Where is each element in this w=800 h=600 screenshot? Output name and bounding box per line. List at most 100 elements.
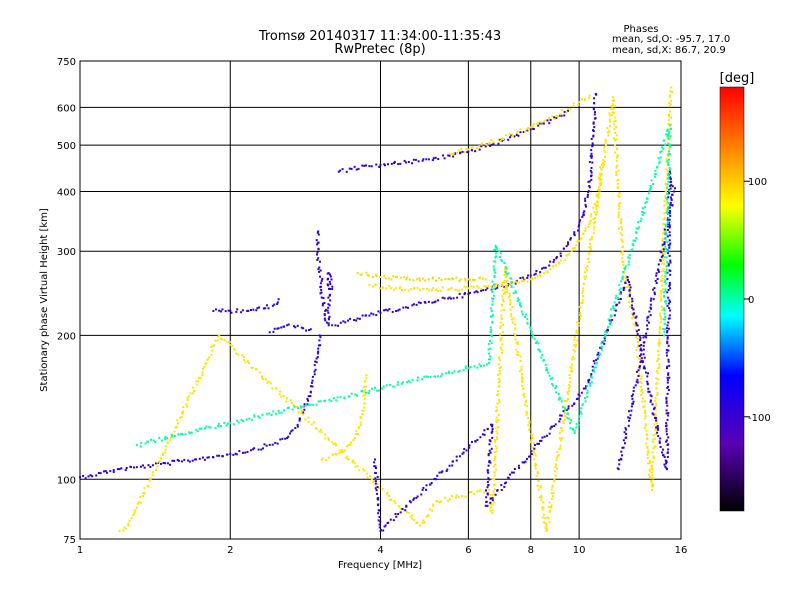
data-point bbox=[524, 315, 527, 318]
data-point bbox=[367, 274, 370, 277]
data-point bbox=[642, 336, 645, 339]
data-point bbox=[327, 456, 330, 459]
data-point bbox=[223, 421, 226, 424]
data-point bbox=[556, 450, 559, 453]
data-point bbox=[590, 237, 593, 240]
data-point bbox=[664, 328, 667, 331]
data-point bbox=[667, 123, 670, 126]
data-point bbox=[511, 306, 514, 309]
data-point bbox=[590, 155, 593, 158]
data-point bbox=[418, 277, 421, 280]
data-point bbox=[494, 287, 497, 290]
data-point bbox=[293, 405, 296, 408]
data-point bbox=[616, 303, 619, 306]
data-point bbox=[604, 333, 607, 336]
data-point bbox=[175, 425, 178, 428]
data-point bbox=[651, 461, 654, 464]
data-point bbox=[657, 269, 660, 272]
data-point bbox=[590, 373, 593, 376]
data-point bbox=[566, 417, 569, 420]
data-point bbox=[185, 405, 188, 408]
data-point bbox=[656, 424, 659, 427]
data-point bbox=[448, 154, 451, 157]
data-point bbox=[399, 162, 402, 165]
data-point bbox=[553, 424, 556, 427]
data-point bbox=[655, 416, 658, 419]
data-point bbox=[557, 454, 560, 457]
data-point bbox=[514, 338, 517, 341]
data-point bbox=[665, 211, 668, 214]
data-point bbox=[665, 354, 668, 357]
data-point bbox=[497, 385, 500, 388]
data-point bbox=[405, 505, 408, 508]
data-point bbox=[365, 385, 368, 388]
data-point bbox=[588, 160, 591, 163]
data-point bbox=[438, 277, 441, 280]
data-point bbox=[487, 471, 490, 474]
data-point bbox=[596, 201, 599, 204]
data-point bbox=[586, 392, 589, 395]
data-point bbox=[361, 412, 364, 415]
data-point bbox=[236, 419, 239, 422]
data-point bbox=[402, 306, 405, 309]
data-point bbox=[390, 287, 393, 290]
data-point bbox=[622, 439, 625, 442]
data-point bbox=[528, 420, 531, 423]
data-point bbox=[589, 248, 592, 251]
data-point bbox=[665, 256, 668, 259]
data-point bbox=[155, 468, 158, 471]
data-point bbox=[192, 386, 195, 389]
data-point bbox=[245, 418, 248, 421]
data-point bbox=[91, 475, 94, 478]
data-point bbox=[643, 412, 646, 415]
data-point bbox=[521, 380, 524, 383]
data-point bbox=[489, 358, 492, 361]
data-point bbox=[668, 314, 671, 317]
data-point bbox=[638, 344, 641, 347]
data-point bbox=[643, 427, 646, 430]
data-point bbox=[662, 328, 665, 331]
data-point bbox=[654, 445, 657, 448]
data-point bbox=[248, 417, 251, 420]
data-point bbox=[646, 438, 649, 441]
data-point bbox=[559, 252, 562, 255]
data-point bbox=[468, 446, 471, 449]
data-point bbox=[309, 328, 312, 331]
data-point bbox=[257, 448, 260, 451]
data-point bbox=[505, 290, 508, 293]
data-point bbox=[385, 384, 388, 387]
data-point bbox=[287, 435, 290, 438]
data-point bbox=[379, 275, 382, 278]
data-point bbox=[365, 271, 368, 274]
data-point bbox=[432, 504, 435, 507]
data-point bbox=[306, 403, 309, 406]
data-point bbox=[493, 478, 496, 481]
data-point bbox=[658, 160, 661, 163]
data-point bbox=[400, 382, 403, 385]
data-point bbox=[448, 152, 451, 155]
data-point bbox=[471, 147, 474, 150]
data-point bbox=[523, 277, 526, 280]
data-point bbox=[492, 297, 495, 300]
data-point bbox=[500, 138, 503, 141]
data-point bbox=[618, 463, 621, 466]
data-point bbox=[180, 460, 183, 463]
data-point bbox=[311, 375, 314, 378]
data-point bbox=[501, 295, 504, 298]
data-point bbox=[595, 193, 598, 196]
data-point bbox=[494, 271, 497, 274]
data-point bbox=[586, 269, 589, 272]
data-point bbox=[412, 498, 415, 501]
data-point bbox=[666, 278, 669, 281]
data-point bbox=[495, 430, 498, 433]
data-point bbox=[374, 386, 377, 389]
data-point bbox=[448, 371, 451, 374]
data-point bbox=[587, 190, 590, 193]
data-point bbox=[652, 413, 655, 416]
data-point bbox=[454, 496, 457, 499]
data-point bbox=[494, 245, 497, 248]
data-point bbox=[141, 495, 144, 498]
data-point bbox=[452, 152, 455, 155]
data-point bbox=[593, 113, 596, 116]
